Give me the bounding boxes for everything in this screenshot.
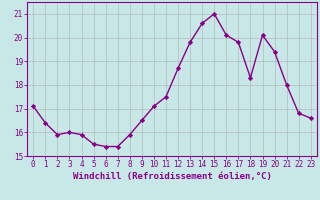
X-axis label: Windchill (Refroidissement éolien,°C): Windchill (Refroidissement éolien,°C) bbox=[73, 172, 271, 181]
